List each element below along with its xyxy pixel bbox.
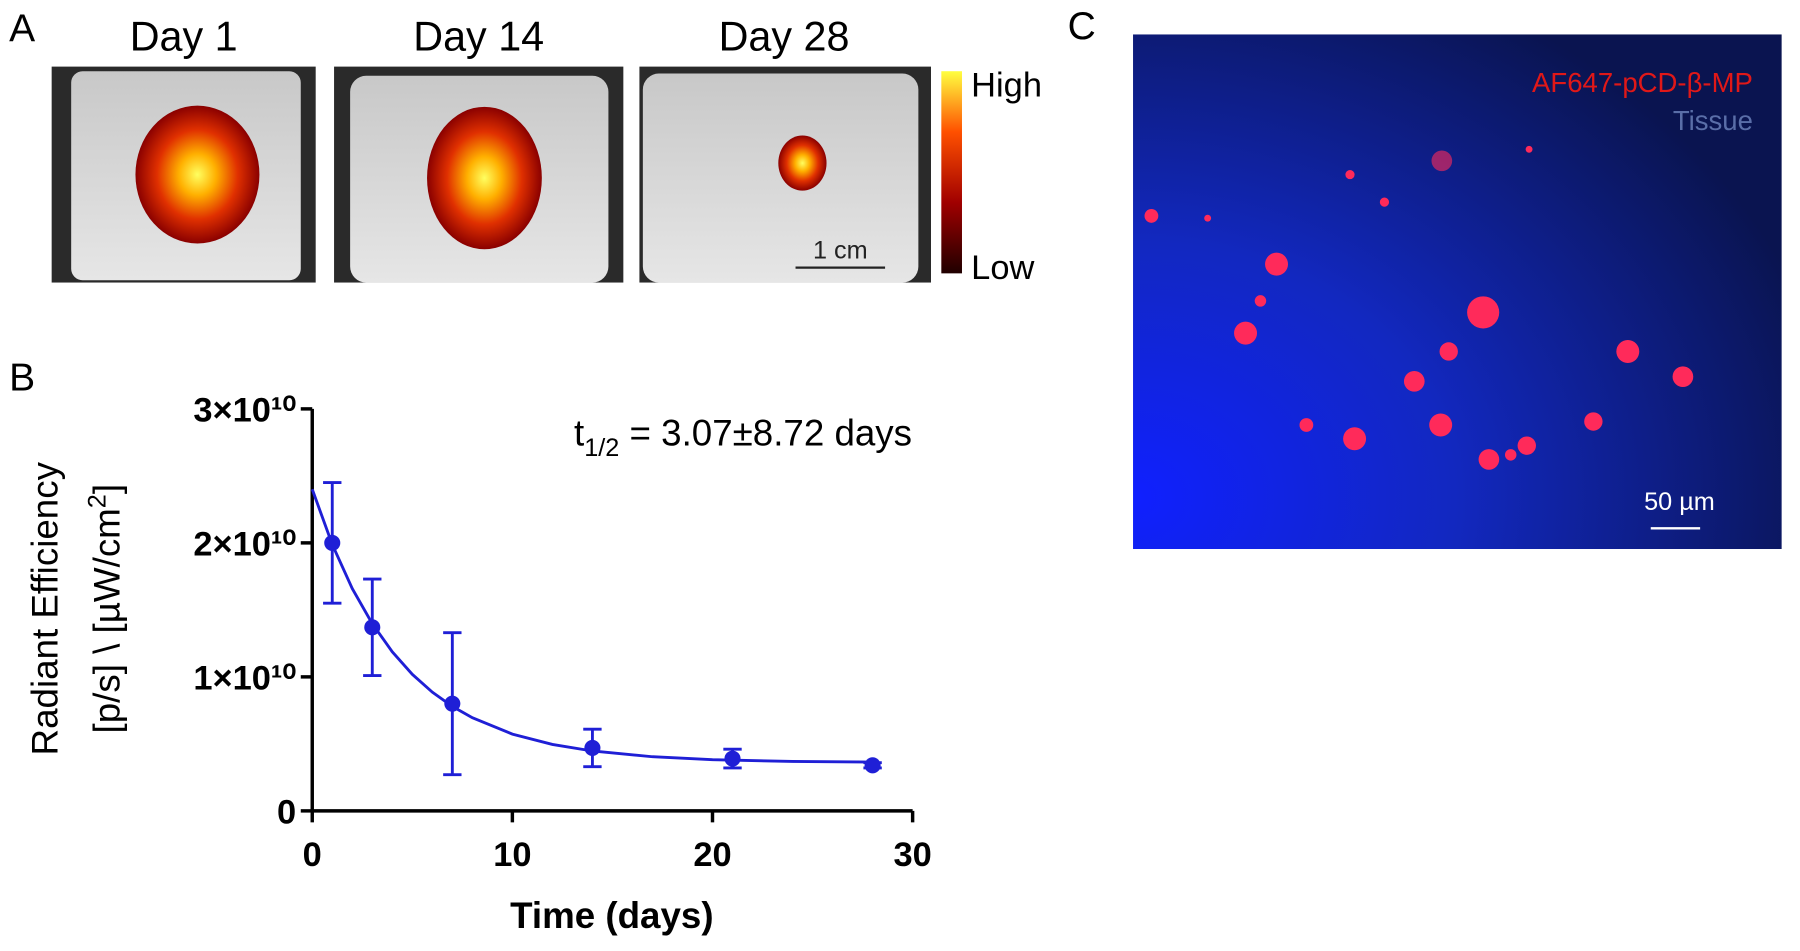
data-point xyxy=(444,695,461,712)
annotation-subscript: 1/2 xyxy=(584,434,619,462)
data-point xyxy=(864,757,881,774)
panel-b-text: Time (days) Radiant Efficiency [p/s] \ [… xyxy=(24,413,912,936)
x-axis-label: Time (days) xyxy=(510,895,713,936)
data-point xyxy=(724,750,741,767)
y-axis-label: Radiant Efficiency xyxy=(24,461,65,755)
legend-blue: Tissue xyxy=(1673,105,1753,136)
data-point xyxy=(584,739,601,756)
panel-a: 1 cm Day 1 Day 14 Day 28 High Low xyxy=(51,14,1042,287)
day-label: Day 1 xyxy=(130,14,238,60)
annotation-symbol: t xyxy=(574,413,584,454)
micrograph xyxy=(1133,34,1782,550)
colorbar-high: High xyxy=(971,66,1042,104)
particles xyxy=(1144,145,1694,470)
colorbar-low: Low xyxy=(971,249,1034,287)
signal xyxy=(778,135,827,191)
y-label-sup: 2 xyxy=(84,494,112,508)
legend-red: AF647-pCD-β-MP xyxy=(1532,67,1753,98)
y-tick-label: 2×10¹⁰ xyxy=(193,526,296,564)
panel-c: AF647-pCD-β-MP Tissue 50 µm xyxy=(1133,34,1782,550)
panel-label: B xyxy=(9,356,35,399)
y-tick-label: 1×10¹⁰ xyxy=(193,660,296,698)
colorbar xyxy=(941,71,962,274)
data-point xyxy=(324,534,341,551)
signal xyxy=(135,105,260,244)
scale-label: 1 cm xyxy=(813,236,868,264)
y-label-part: ] xyxy=(86,484,127,494)
x-tick-label: 0 xyxy=(303,836,322,874)
y-tick-label: 0 xyxy=(277,794,296,832)
panel-label: C xyxy=(1068,5,1096,48)
x-tick-label: 20 xyxy=(693,836,731,874)
y-tick-label: 3×10¹⁰ xyxy=(193,392,296,430)
y-axis-label: [p/s] \ [µW/cm2] xyxy=(84,484,128,734)
data-point xyxy=(364,619,381,636)
panel-labels: A B C xyxy=(9,5,1096,399)
tissue xyxy=(642,73,919,283)
panel-label: A xyxy=(9,7,35,50)
annotation-text: = 3.07±8.72 days xyxy=(619,413,912,454)
day-label: Day 28 xyxy=(719,14,850,60)
annotation: t1/2 = 3.07±8.72 days xyxy=(574,413,912,462)
fit-curve xyxy=(310,488,873,764)
signal xyxy=(427,106,542,250)
x-tick-label: 30 xyxy=(893,836,931,874)
y-label-part: [p/s] \ [µW/cm xyxy=(86,508,127,733)
x-tick-label: 10 xyxy=(493,836,531,874)
scale-label: 50 µm xyxy=(1644,488,1715,516)
day-label: Day 14 xyxy=(413,14,544,60)
